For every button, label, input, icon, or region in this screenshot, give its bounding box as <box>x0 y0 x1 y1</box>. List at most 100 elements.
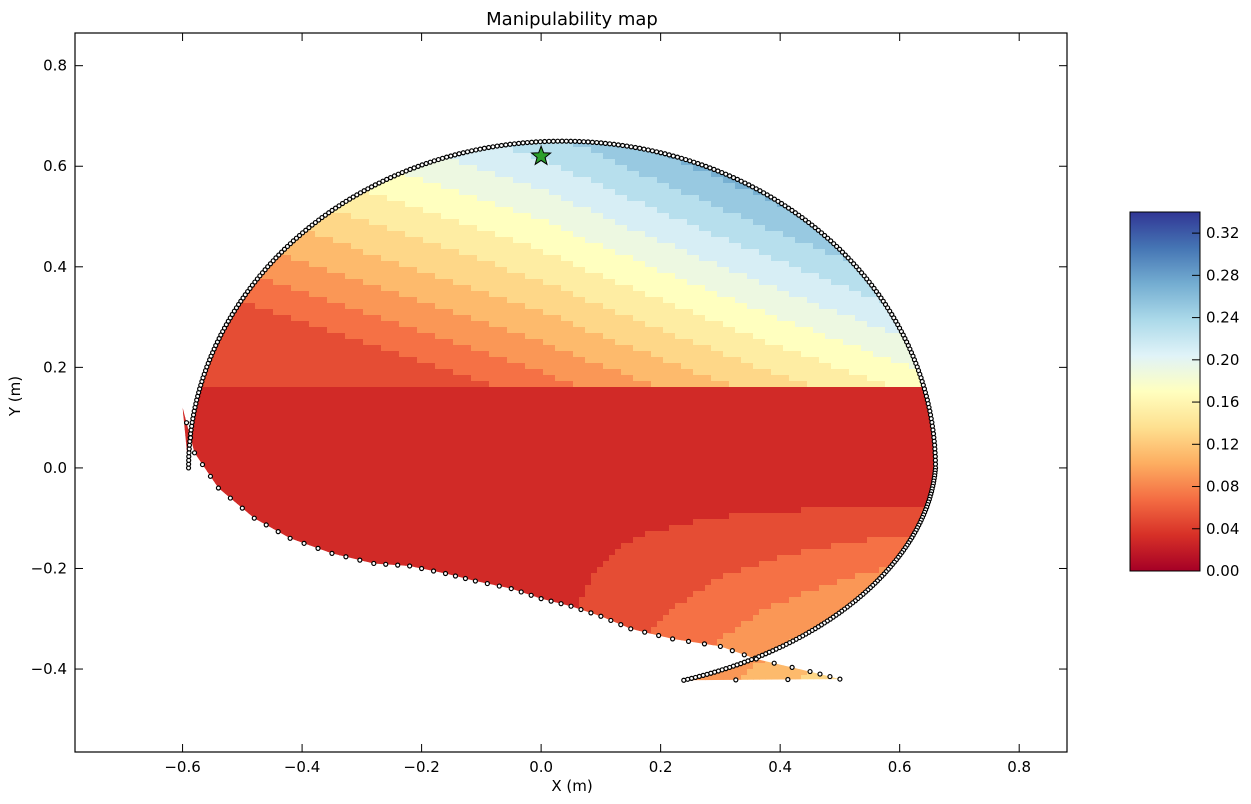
heat-cell <box>747 153 754 160</box>
heat-cell <box>555 165 562 172</box>
heat-cell <box>891 159 898 166</box>
heat-cell <box>297 147 304 154</box>
heat-cell <box>855 183 862 190</box>
heat-cell <box>669 141 676 148</box>
heat-cell <box>933 327 936 334</box>
heat-cell <box>231 333 238 340</box>
heat-cell <box>315 141 322 148</box>
heat-cell <box>459 333 466 340</box>
heat-cell <box>897 207 904 214</box>
heat-cell <box>837 189 844 196</box>
heat-cell <box>603 297 610 304</box>
heat-cell <box>447 129 454 136</box>
heat-cell <box>633 225 640 232</box>
heat-cell <box>909 243 916 250</box>
heat-cell <box>417 189 424 196</box>
heat-cell <box>609 255 616 262</box>
heat-cell <box>339 261 346 268</box>
heat-cell <box>861 279 868 286</box>
heat-cell <box>279 291 286 298</box>
heat-cell <box>645 291 652 298</box>
heat-cell <box>465 351 472 358</box>
heat-cell <box>213 231 220 238</box>
heat-cell <box>531 273 538 280</box>
heat-cell <box>597 165 604 172</box>
heat-cell <box>879 219 886 226</box>
heat-cell <box>309 321 316 328</box>
heat-cell <box>189 153 196 160</box>
heat-cell <box>747 219 754 226</box>
heat-cell <box>249 351 256 358</box>
heat-cell <box>831 303 838 310</box>
heat-cell <box>207 243 214 250</box>
heat-cell <box>261 231 268 238</box>
heat-cell <box>723 141 730 142</box>
heat-cell <box>513 147 520 154</box>
heat-cell <box>837 333 844 340</box>
heat-cell <box>735 357 742 364</box>
heat-cell <box>291 345 298 352</box>
heat-cell <box>531 183 538 190</box>
heat-cell <box>195 237 202 244</box>
heat-cell <box>681 255 688 262</box>
heat-cell <box>405 141 412 148</box>
heat-cell <box>267 279 274 286</box>
heat-cell <box>903 315 910 322</box>
heat-cell <box>231 357 238 364</box>
heat-cell <box>285 357 292 364</box>
heat-cell <box>705 357 712 364</box>
heat-cell <box>363 291 370 298</box>
heat-cell <box>909 147 916 154</box>
heat-cell <box>471 219 478 226</box>
heat-cell <box>855 333 862 340</box>
heat-cell <box>555 333 562 340</box>
heat-cell <box>741 231 748 238</box>
heat-cell <box>411 249 418 256</box>
heat-cell <box>801 243 808 250</box>
heat-cell <box>711 279 718 286</box>
heat-cell <box>717 195 724 202</box>
heat-cell <box>225 207 232 214</box>
heat-cell <box>501 129 508 136</box>
heat-cell <box>465 345 472 352</box>
heat-cell <box>657 279 664 286</box>
heat-cell <box>741 159 748 166</box>
heat-cell <box>399 273 406 280</box>
heat-cell <box>813 291 820 298</box>
heat-cell <box>201 237 208 244</box>
heat-cell <box>531 237 538 244</box>
heat-cell <box>807 351 814 358</box>
heat-cell <box>831 129 838 136</box>
heat-cell <box>483 315 490 322</box>
heat-cell <box>387 231 394 238</box>
heat-cell <box>423 147 430 154</box>
heat-cell <box>507 195 514 202</box>
heat-cell <box>609 213 616 220</box>
heat-cell <box>873 267 880 274</box>
heat-cell <box>195 291 202 298</box>
heat-cell <box>459 267 466 274</box>
heat-cell <box>339 255 346 262</box>
heat-cell <box>243 273 250 280</box>
heat-cell <box>627 183 634 190</box>
heat-cell <box>387 321 394 328</box>
heat-cell <box>777 219 784 226</box>
heat-cell <box>627 147 634 154</box>
heat-cell <box>375 309 382 316</box>
heat-cell <box>549 159 556 166</box>
heat-cell <box>699 189 706 196</box>
heat-cell <box>405 237 412 244</box>
heat-cell <box>195 303 202 310</box>
heat-cell <box>861 165 868 172</box>
heat-cell <box>753 243 760 250</box>
heat-cell <box>573 243 580 250</box>
heat-cell <box>663 201 670 208</box>
heat-cell <box>753 141 760 142</box>
heat-cell <box>249 333 256 340</box>
heat-cell <box>183 237 190 244</box>
heat-cell <box>303 147 310 154</box>
heat-cell <box>543 333 550 340</box>
heat-cell <box>597 333 604 340</box>
heat-cell <box>381 291 388 298</box>
heat-cell <box>495 231 502 238</box>
